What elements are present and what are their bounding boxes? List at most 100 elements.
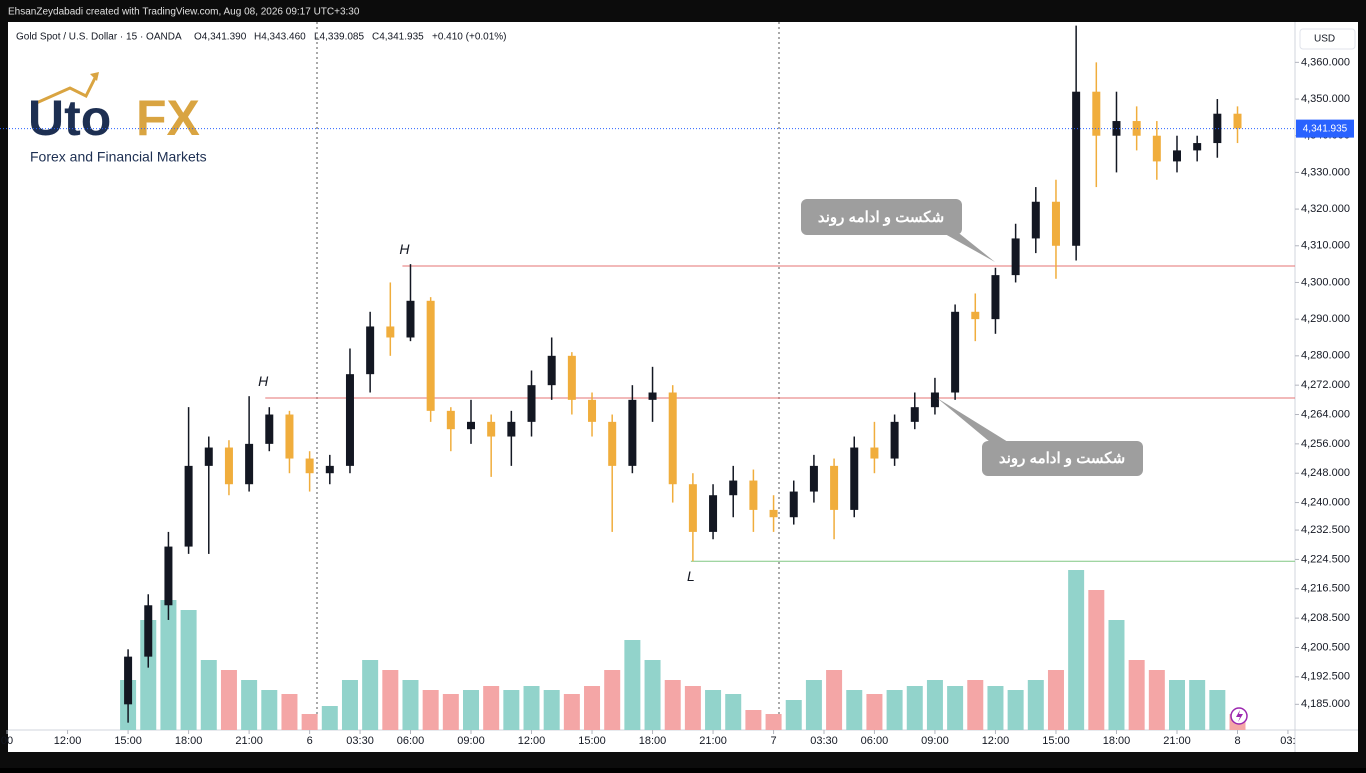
legend-close: C4,341.935 (372, 32, 424, 43)
candle-body (204, 447, 213, 466)
volume-bar (886, 690, 903, 730)
currency: USD (1314, 34, 1335, 45)
candle-body (507, 421, 516, 437)
volume-bar (644, 660, 661, 730)
x-tick-label: 12:00 (54, 735, 82, 747)
candle-body (991, 275, 1000, 320)
y-tick-label: 4,240.000 (1301, 496, 1350, 508)
logo-tagline: Forex and Financial Markets (30, 149, 207, 165)
candle-body (1132, 121, 1141, 136)
volume-bar (200, 660, 217, 730)
y-tick-label: 4,216.500 (1301, 583, 1350, 595)
candle-body (467, 421, 476, 430)
candle-body (749, 480, 758, 510)
x-tick-label: 21:00 (235, 735, 263, 747)
x-tick-label: 15:00 (1042, 735, 1070, 747)
candle-body (769, 509, 778, 518)
volume-bar (503, 690, 520, 730)
x-tick-label: 15:00 (578, 735, 606, 747)
legend-change: +0.410 (+0.01%) (432, 32, 507, 43)
volume-bar (422, 690, 439, 730)
volume-bar (866, 694, 883, 730)
volume-bar (684, 686, 701, 730)
callout-pointer (937, 398, 1008, 442)
legend-high: H4,343.460 (254, 32, 306, 43)
volume-bar (604, 670, 621, 730)
volume-bar (906, 686, 923, 730)
y-tick-label: 4,290.000 (1301, 313, 1350, 325)
volume-bar (664, 680, 681, 730)
x-tick-label: 18:00 (639, 735, 667, 747)
volume-bar (1148, 670, 1165, 730)
last-price-label: 4,341.935 (1303, 123, 1348, 134)
callout-text: شکست و ادامه روند (818, 209, 944, 226)
last-price-box (1296, 119, 1354, 138)
legend-open: O4,341.390 (194, 32, 247, 43)
volume-bar (1108, 620, 1125, 730)
candle-body (547, 355, 556, 386)
x-tick-label: 03: (1280, 735, 1295, 747)
candle-body (567, 355, 576, 400)
volume-bar (1189, 680, 1206, 730)
volume-bar (805, 680, 822, 730)
volume-bar (624, 640, 641, 730)
volume-bar (180, 610, 197, 730)
pivot-label: H (258, 373, 269, 389)
volume-bar (382, 670, 399, 730)
volume-bar (1027, 680, 1044, 730)
y-tick-label: 4,224.500 (1301, 553, 1350, 565)
candle-body (870, 447, 879, 459)
candle-body (608, 421, 617, 466)
candle-body (124, 656, 133, 705)
volume-bar (1168, 680, 1185, 730)
volume-bar (967, 680, 984, 730)
y-tick-label: 4,185.000 (1301, 698, 1350, 710)
y-tick-label: 4,192.500 (1301, 671, 1350, 683)
alert-bolt (1236, 710, 1243, 722)
volume-bar (160, 600, 177, 730)
callout-box (801, 199, 962, 235)
plot: 4,360.0004,350.0004,340.0004,330.0004,32… (0, 25, 1354, 747)
candle-body (224, 447, 233, 485)
volume-bar (1047, 670, 1064, 730)
candle-body (164, 546, 173, 606)
y-tick-label: 4,320.000 (1301, 203, 1350, 215)
candle-body (830, 465, 839, 510)
x-tick-label: 06:00 (861, 735, 889, 747)
volume-bar (1088, 590, 1105, 730)
pivot-label: L (687, 568, 695, 584)
candle-body (406, 300, 415, 338)
candle-body (1072, 91, 1081, 246)
candle-body (729, 480, 738, 496)
y-tick-label: 4,330.000 (1301, 166, 1350, 178)
legend-symbol: Gold Spot / U.S. Dollar · 15 · OANDA (16, 32, 182, 43)
volume-bar (220, 670, 237, 730)
currency-box[interactable] (1299, 28, 1356, 50)
y-tick-label: 4,310.000 (1301, 240, 1350, 252)
volume-bar (705, 690, 722, 730)
volume-bar (1209, 690, 1226, 730)
volume-bar (1007, 690, 1024, 730)
candle-body (971, 311, 980, 320)
x-tick-label: 12:00 (518, 735, 546, 747)
volume-bar (584, 686, 601, 730)
callout-box (982, 441, 1143, 476)
x-tick-label: 6 (307, 735, 313, 747)
candle-body (426, 300, 435, 411)
callout-pointer (945, 234, 995, 262)
volume-bar (483, 686, 500, 730)
volume-bar (362, 660, 379, 730)
volume-bar (241, 680, 258, 730)
y-tick-label: 4,256.000 (1301, 438, 1350, 450)
volume-bar (785, 700, 802, 730)
volume-bar (261, 690, 278, 730)
candle-body (890, 421, 899, 459)
candle-body (184, 465, 193, 547)
y-tick-label: 4,360.000 (1301, 56, 1350, 68)
candle-body (285, 414, 294, 459)
candle-body (1213, 113, 1222, 144)
x-tick-label: 15:00 (114, 735, 142, 747)
candle-body (386, 326, 395, 338)
candle-body (1152, 135, 1161, 162)
y-tick-label: 4,232.500 (1301, 524, 1350, 536)
